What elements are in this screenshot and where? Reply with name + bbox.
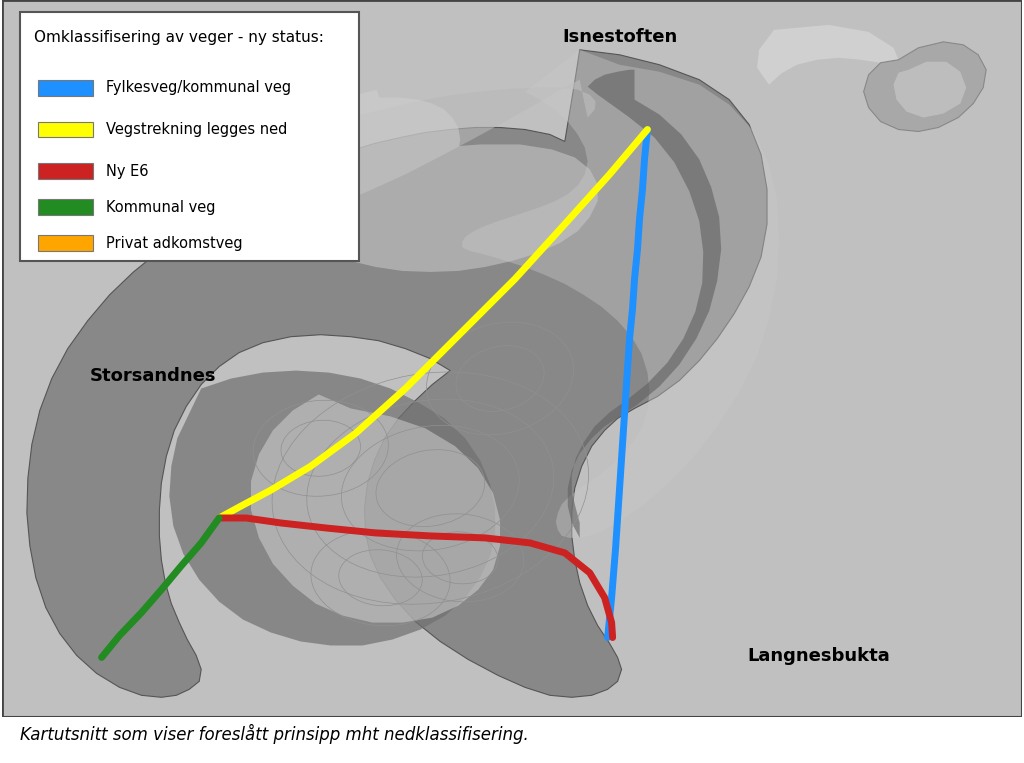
Polygon shape — [174, 79, 596, 241]
Bar — [38, 163, 92, 179]
Bar — [38, 79, 92, 95]
Polygon shape — [169, 371, 495, 645]
Text: Ny E6: Ny E6 — [105, 164, 148, 179]
Text: Kommunal veg: Kommunal veg — [105, 200, 215, 214]
Text: Langnesbukta: Langnesbukta — [748, 648, 890, 665]
Polygon shape — [27, 50, 767, 697]
Text: Privat adkomstveg: Privat adkomstveg — [105, 236, 243, 250]
Polygon shape — [251, 394, 500, 623]
Polygon shape — [257, 90, 598, 272]
Bar — [38, 199, 92, 215]
Polygon shape — [567, 69, 721, 538]
Polygon shape — [894, 62, 967, 118]
Polygon shape — [462, 50, 779, 538]
Text: Fylkesveg/kommunal veg: Fylkesveg/kommunal veg — [105, 80, 291, 95]
Bar — [19, 12, 358, 261]
Bar — [38, 121, 92, 137]
Text: Storsandnes: Storsandnes — [90, 366, 216, 385]
Text: Omklassifisering av veger - ny status:: Omklassifisering av veger - ny status: — [34, 30, 324, 45]
Text: Vegstrekning legges ned: Vegstrekning legges ned — [105, 122, 287, 137]
Text: Isnestoften: Isnestoften — [562, 28, 677, 46]
Polygon shape — [757, 25, 898, 85]
Polygon shape — [863, 42, 986, 131]
Text: Kartutsnitt som viser foreslått prinsipp mht nedklassifisering.: Kartutsnitt som viser foreslått prinsipp… — [20, 723, 529, 744]
Bar — [38, 235, 92, 251]
